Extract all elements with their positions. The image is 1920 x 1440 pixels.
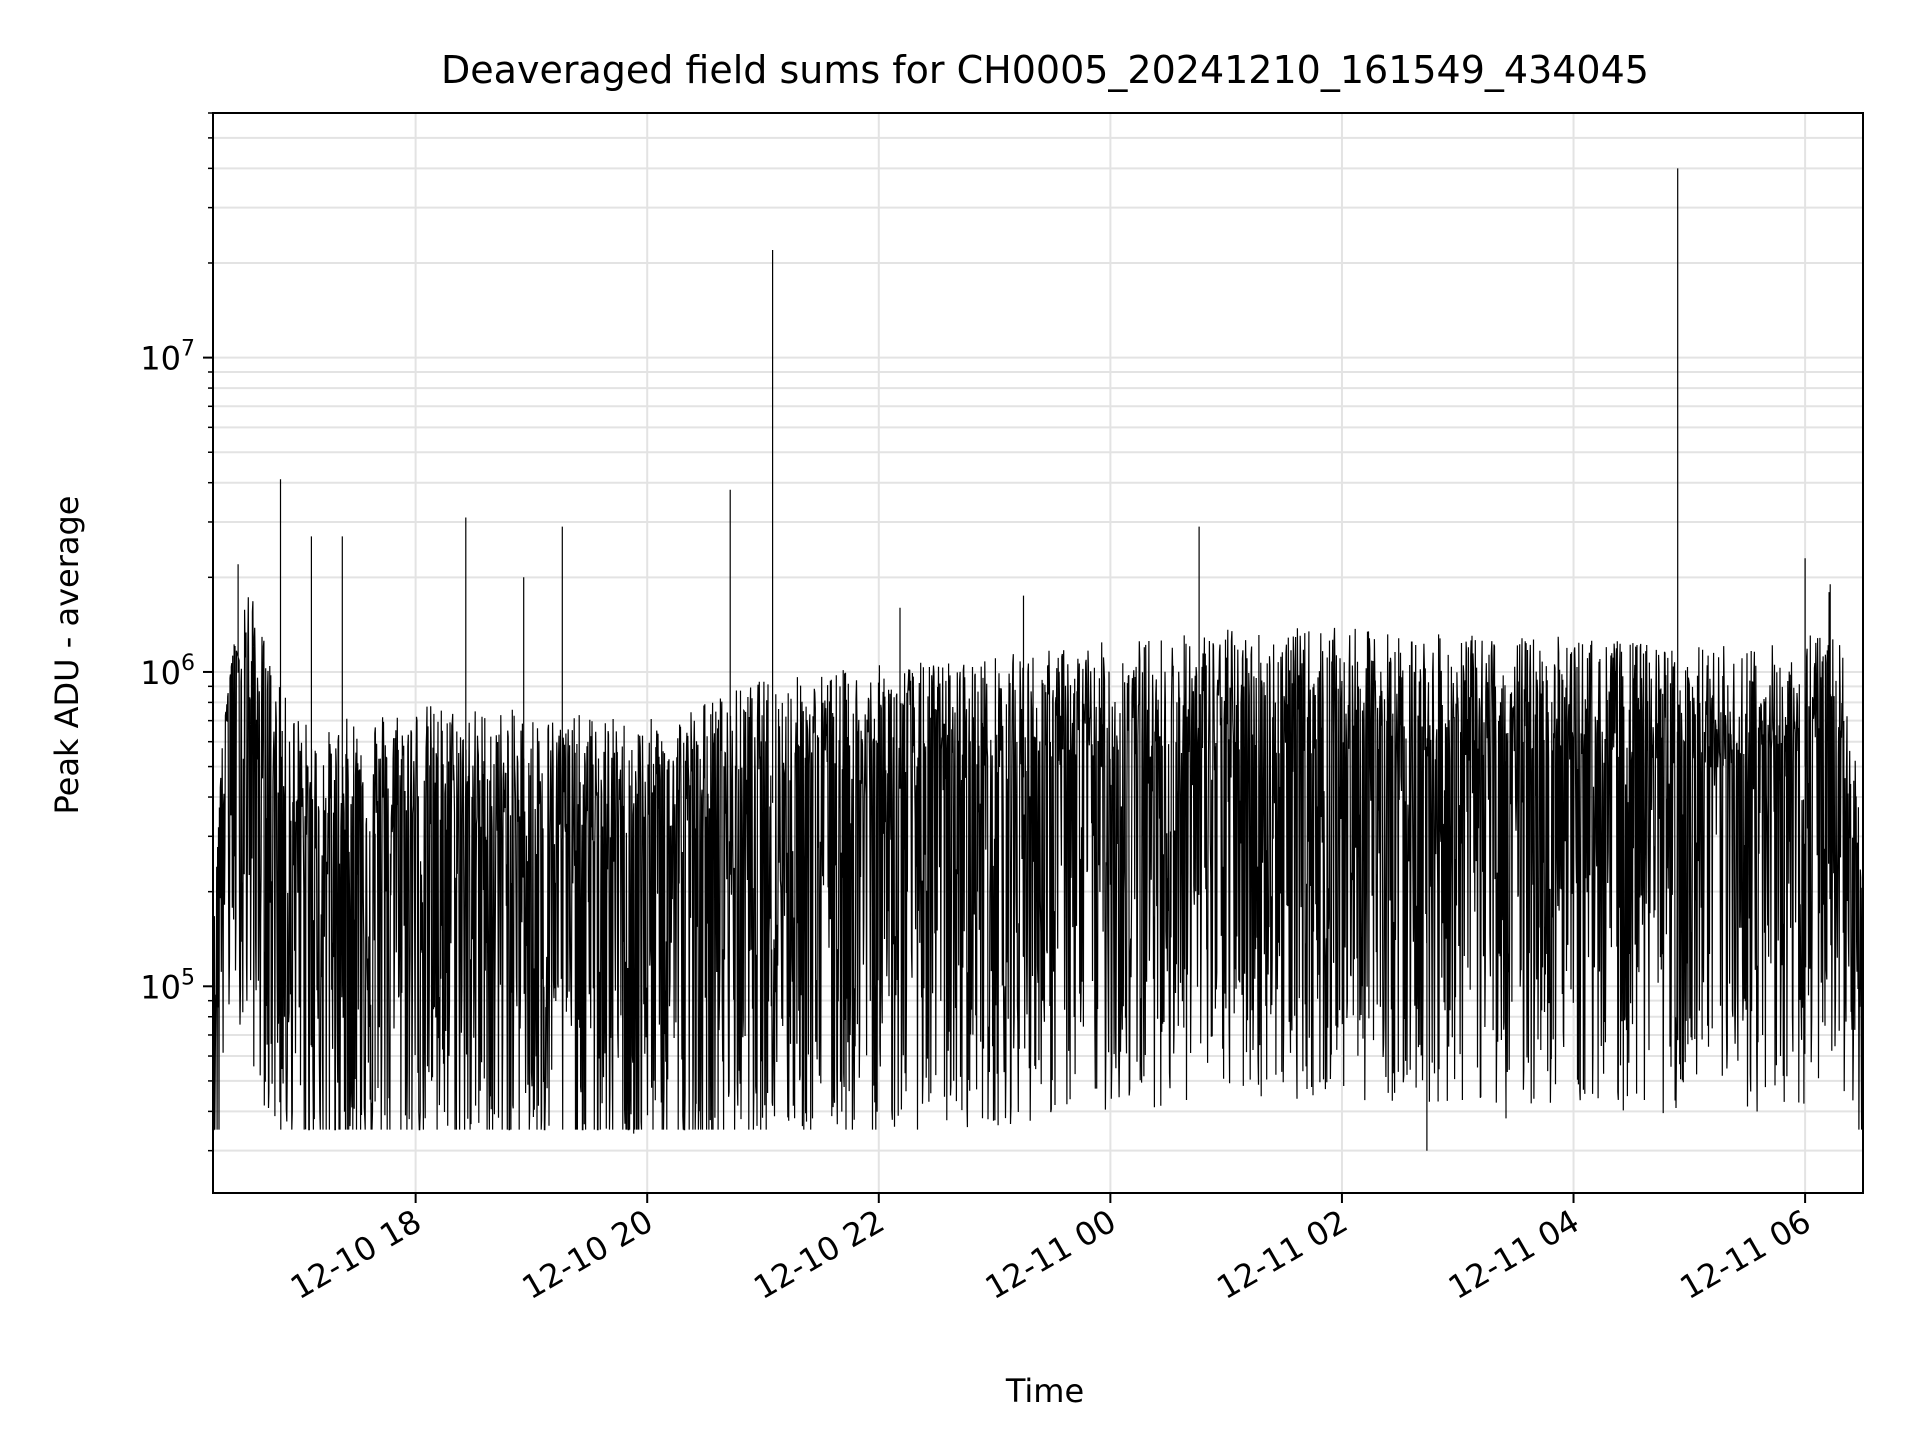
- y-axis-label: Peak ADU - average: [48, 496, 86, 815]
- plot-frame: [212, 112, 1864, 1194]
- y-tick-label: 107: [140, 337, 195, 378]
- y-tick-exponent: 5: [181, 965, 195, 990]
- series-trace: [212, 168, 1864, 1151]
- y-tick-exponent: 7: [181, 337, 195, 362]
- chart-title: Deaveraged field sums for CH0005_2024121…: [441, 48, 1649, 92]
- y-tick-exponent: 6: [181, 651, 195, 676]
- series-line: [212, 168, 1864, 1151]
- x-axis-label: Time: [1005, 1372, 1084, 1410]
